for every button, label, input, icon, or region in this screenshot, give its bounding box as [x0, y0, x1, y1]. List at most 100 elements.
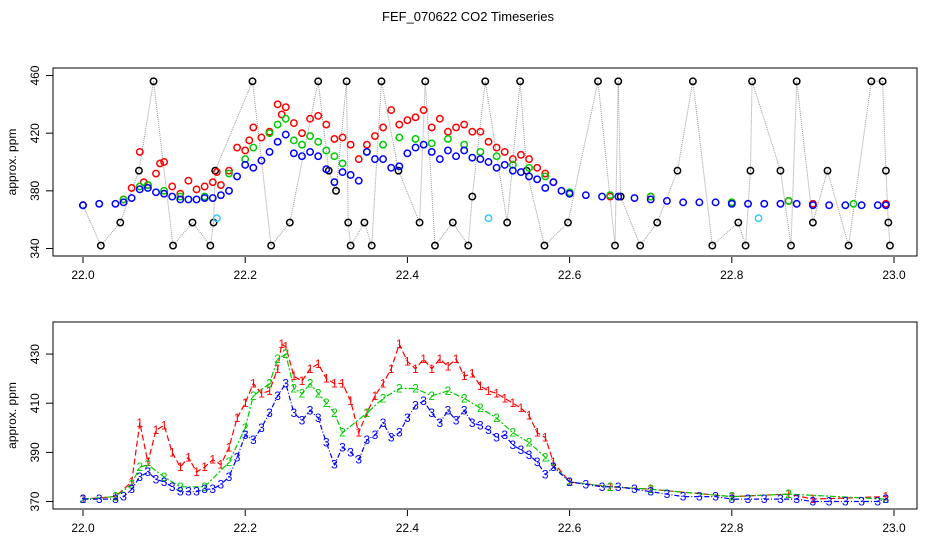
- marker-3: 3: [745, 492, 752, 506]
- point-blue: [533, 175, 542, 184]
- point-black: [636, 241, 645, 250]
- point-red: [403, 116, 412, 125]
- marker-3: 3: [96, 492, 103, 506]
- marker-2: 2: [201, 480, 208, 494]
- marker-2: 2: [250, 389, 257, 403]
- point-green: [606, 191, 615, 200]
- point-blue: [184, 195, 193, 204]
- point-black: [285, 218, 294, 227]
- y-tick-label: 410: [28, 393, 42, 413]
- connector-line: [289, 81, 319, 223]
- marker-1: 1: [153, 423, 160, 437]
- marker-3: 3: [388, 431, 395, 445]
- point-red: [216, 181, 225, 190]
- connector-line: [192, 222, 211, 246]
- marker-3: 3: [428, 406, 435, 420]
- point-blue: [825, 201, 834, 210]
- marker-3: 3: [282, 377, 289, 391]
- marker-3: 3: [299, 413, 306, 427]
- point-blue: [516, 168, 525, 177]
- point-blue: [411, 143, 420, 152]
- connector-line: [471, 81, 486, 197]
- point-green: [784, 196, 793, 205]
- point-black: [885, 241, 894, 250]
- marker-3: 3: [793, 492, 800, 506]
- y-tick-label: 460: [28, 65, 42, 85]
- point-black: [188, 218, 197, 227]
- marker-2: 2: [299, 386, 306, 400]
- point-blue: [314, 152, 323, 161]
- point-cyan: [212, 214, 221, 223]
- x-tick-label: 22.4: [396, 268, 420, 282]
- point-black: [708, 241, 717, 250]
- point-blue: [192, 195, 201, 204]
- point-red: [500, 147, 509, 156]
- marker-1: 1: [307, 362, 314, 376]
- point-green: [249, 143, 258, 152]
- point-black: [878, 77, 887, 86]
- connector-line: [827, 170, 850, 246]
- connector-line: [484, 81, 508, 223]
- marker-3: 3: [234, 450, 241, 464]
- marker-2: 2: [266, 377, 273, 391]
- point-green: [289, 136, 298, 145]
- point-red: [277, 110, 286, 119]
- point-red: [241, 146, 250, 155]
- connector-line: [617, 81, 622, 197]
- point-blue: [557, 186, 566, 195]
- point-green: [314, 137, 323, 146]
- point-blue: [225, 186, 233, 195]
- marker-3: 3: [509, 438, 516, 452]
- point-black: [503, 218, 512, 227]
- point-blue: [249, 163, 258, 172]
- point-black: [332, 186, 340, 195]
- marker-1: 1: [299, 374, 306, 388]
- point-blue: [127, 194, 136, 202]
- point-black: [248, 77, 257, 86]
- x-tick-label: 22.0: [71, 268, 95, 282]
- connector-line: [614, 81, 619, 246]
- marker-3: 3: [339, 440, 346, 454]
- marker-3: 3: [445, 404, 452, 418]
- point-red: [362, 140, 371, 149]
- marker-3: 3: [404, 411, 411, 425]
- point-blue: [176, 195, 185, 204]
- point-blue: [95, 199, 104, 208]
- marker-3: 3: [469, 416, 476, 430]
- marker-3: 3: [542, 467, 549, 481]
- point-blue: [322, 165, 331, 174]
- point-black: [149, 77, 158, 86]
- point-black: [377, 77, 386, 86]
- marker-1: 1: [493, 386, 500, 400]
- y-axis-label: approx. ppm: [5, 382, 19, 449]
- marker-1: 1: [274, 362, 281, 376]
- marker-1: 1: [266, 384, 273, 398]
- marker-3: 3: [136, 470, 143, 484]
- point-red: [541, 169, 550, 178]
- point-red: [387, 106, 396, 115]
- point-green: [849, 199, 858, 208]
- marker-1: 1: [323, 372, 330, 386]
- point-blue: [135, 185, 144, 194]
- marker-3: 3: [258, 421, 265, 435]
- point-blue: [281, 130, 290, 139]
- marker-3: 3: [193, 485, 200, 499]
- point-green: [119, 195, 128, 204]
- point-red: [435, 114, 444, 123]
- marker-3: 3: [145, 465, 152, 479]
- marker-1: 1: [388, 362, 395, 376]
- marker-3: 3: [331, 458, 338, 472]
- connector-line: [751, 81, 781, 171]
- marker-2: 2: [323, 396, 330, 410]
- point-black: [808, 218, 817, 227]
- point-blue: [484, 158, 493, 166]
- point-blue: [306, 147, 315, 156]
- connector-line: [467, 196, 473, 246]
- marker-1: 1: [810, 492, 817, 506]
- marker-3: 3: [761, 492, 768, 506]
- marker-1: 1: [355, 426, 362, 440]
- point-blue: [208, 194, 217, 202]
- point-red: [249, 123, 258, 132]
- point-blue: [354, 176, 363, 185]
- point-blue: [119, 198, 128, 207]
